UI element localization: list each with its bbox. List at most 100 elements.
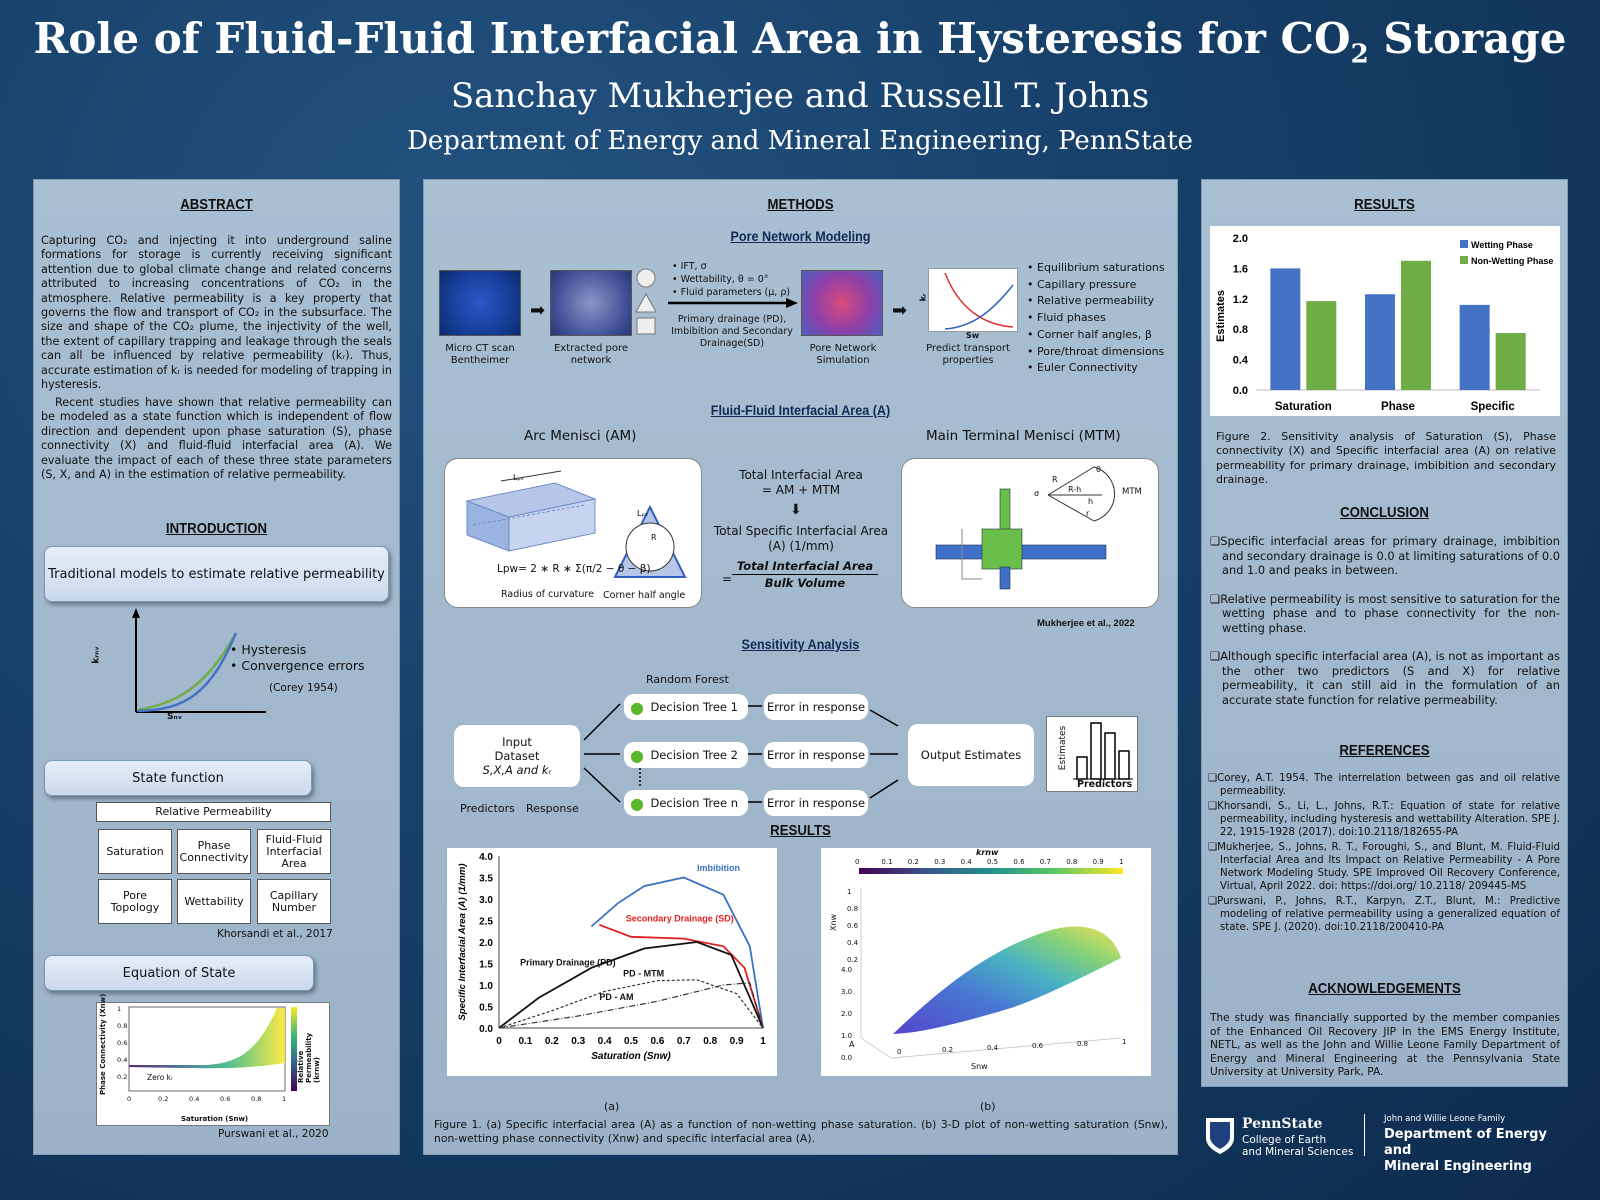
error-box-1: Error in response bbox=[764, 694, 868, 720]
y-tick-label: 1.6 bbox=[1233, 263, 1248, 275]
tick-label: 0.7 bbox=[1039, 858, 1051, 866]
y-tick: 3.5 bbox=[479, 874, 493, 885]
tick-label: 2.0 bbox=[841, 1010, 853, 1018]
grid-saturation: Saturation bbox=[98, 829, 172, 874]
pnm-heading: Pore Network Modeling bbox=[730, 228, 871, 244]
y-tick: 4.0 bbox=[479, 852, 493, 863]
fig2-caption: Figure 2. Sensitivity analysis of Satura… bbox=[1216, 430, 1556, 487]
fig2-bar-chart: 2.0 1.6 1.2 0.8 0.4 0.0 Estimates Saturation Pha… bbox=[1210, 226, 1560, 428]
tick-label: 0.2 bbox=[942, 1046, 954, 1054]
tick-label: 0.2 bbox=[847, 956, 859, 964]
estimates-chart-icon: Estimates Predictors bbox=[1046, 716, 1138, 792]
reference-item: ❑Mukherjee, S., Johns, R. T., Foroughi, … bbox=[1208, 842, 1560, 892]
bar bbox=[1495, 333, 1526, 390]
results-panel: RESULTS 2.0 1.6 1.2 0.8 0.4 0.0 Estimates Satur… bbox=[1201, 179, 1568, 1087]
rf-arrows bbox=[583, 703, 899, 803]
y-tick: 1.5 bbox=[479, 960, 493, 971]
fig1b-chart: krnw Xnw A Snw 0 0.1 0.2 0.3 0.4 0.5 0.6 0.7 0.8… bbox=[821, 848, 1151, 1076]
relative-permeability-label: Relative Permeability bbox=[96, 802, 331, 822]
tree-icon: ● bbox=[630, 697, 644, 717]
conclusion-list: ❑Specific interfacial areas for primary … bbox=[1210, 534, 1560, 721]
decision-tree-1: ● Decision Tree 1 bbox=[624, 694, 748, 720]
poster-title: Role of Fluid-Fluid Interfacial Area in … bbox=[33, 14, 1567, 70]
series-line bbox=[590, 876, 764, 1029]
am-diagram: Lₚᵥ Lₚᵥ R Lpw= 2 ∗ R ∗ Σ(π/2 − θ − β) Ra… bbox=[444, 458, 702, 608]
pore-network-image bbox=[550, 270, 632, 336]
abstract-heading: ABSTRACT bbox=[180, 196, 253, 213]
tick-label: 0.4 bbox=[117, 1056, 128, 1064]
decision-tree-2: ● Decision Tree 2 bbox=[624, 742, 748, 768]
eos-note: Zero kᵣ bbox=[147, 1073, 173, 1082]
fig1-caption: Figure 1. (a) Specific interfacial area … bbox=[434, 1118, 1168, 1146]
eos-z-label: Relative Permeability (krnw) bbox=[297, 1032, 321, 1083]
tree-icon: ● bbox=[630, 745, 644, 765]
bar bbox=[1306, 301, 1337, 390]
y-tick-label: 0.4 bbox=[1233, 355, 1249, 367]
specific-area-text: Total Specific Interfacial Area (A) (1/mm… bbox=[713, 524, 889, 553]
x-tick: 0.5 bbox=[624, 1036, 638, 1047]
tick-label: 0.0 bbox=[841, 1054, 853, 1062]
bar bbox=[1401, 260, 1431, 390]
footer-logo: PennState College of Earth and Mineral Sc… bbox=[1204, 1114, 1574, 1174]
grid-capillary-number: Capillary Number bbox=[257, 879, 331, 924]
ffia-heading: Fluid-Fluid Interfacial Area (A) bbox=[710, 402, 891, 418]
input-dataset-box: Input Dataset S,X,A and kᵣ bbox=[454, 725, 580, 787]
reference-item: ❑Khorsandi, S., Li, L., Johns, R.T.: Equ… bbox=[1208, 801, 1560, 838]
x-tick: 1 bbox=[760, 1036, 766, 1047]
pore-shapes-icon bbox=[635, 268, 657, 335]
series-label: Secondary Drainage (SD) bbox=[626, 913, 734, 923]
intro-bullets: Hysteresis Convergence errors bbox=[230, 642, 365, 674]
series-label: Primary Drainage (PD) bbox=[520, 958, 616, 968]
tick-label: 0.6 bbox=[1013, 858, 1025, 866]
simulation-params: IFT, σ Wettability, θ = 0° Fluid paramet… bbox=[672, 260, 790, 299]
tick-label: 1 bbox=[1119, 858, 1124, 866]
process-arrow bbox=[668, 298, 798, 308]
mtm-title: Main Terminal Menisci (MTM) bbox=[926, 428, 1121, 444]
y-tick: 2.5 bbox=[479, 917, 493, 928]
tick-label: 0.4 bbox=[189, 1095, 200, 1103]
sw-label: Sw bbox=[966, 331, 980, 340]
y-tick: 3.0 bbox=[479, 895, 493, 906]
subfig-b: (b) bbox=[980, 1100, 996, 1113]
tick-label: 0.9 bbox=[1092, 858, 1104, 866]
category-label: Saturation bbox=[1275, 401, 1332, 413]
bullet-hysteresis: Hysteresis bbox=[230, 642, 365, 658]
tick-label: 1.0 bbox=[841, 1032, 853, 1040]
y-axis-label: Estimates bbox=[1215, 290, 1227, 342]
conclusion-item: ❑Relative permeability is most sensitive… bbox=[1210, 591, 1560, 635]
tick-label: 0.4 bbox=[847, 939, 859, 947]
error-box-n: Error in response bbox=[764, 790, 868, 816]
pore-network-caption: Extracted pore network bbox=[553, 343, 628, 366]
references-heading: REFERENCES bbox=[1339, 742, 1430, 759]
tree-icon: ● bbox=[630, 793, 644, 813]
error-box-2: Error in response bbox=[764, 742, 868, 768]
tick-label: 0.6 bbox=[847, 922, 859, 930]
am-title: Arc Menisci (AM) bbox=[524, 428, 637, 444]
corey-plot bbox=[132, 608, 266, 713]
angle-label: Corner half angle bbox=[603, 590, 686, 601]
response-label: Response bbox=[526, 802, 579, 815]
references-list: ❑Corey, A.T. 1954. The interrelation bet… bbox=[1208, 772, 1560, 936]
logo-pennstate: PennState bbox=[1242, 1116, 1323, 1132]
poster-header: Role of Fluid-Fluid Interfacial Area in … bbox=[0, 0, 1600, 170]
ack-heading: ACKNOWLEDGEMENTS bbox=[1308, 980, 1461, 997]
category-label: Specific bbox=[1471, 401, 1516, 413]
x-axis-label: Saturation (Snw) bbox=[591, 1051, 671, 1062]
tick-label: 0.3 bbox=[934, 858, 946, 866]
series-label: PD - AM bbox=[599, 992, 633, 1002]
tick-label: 0.6 bbox=[117, 1039, 128, 1047]
abstract-p2: Recent studies have shown that relative … bbox=[41, 396, 392, 482]
kr-label: kᵣ bbox=[918, 293, 928, 302]
y-tick-label: 0.8 bbox=[1233, 324, 1248, 336]
tick-label: 0.6 bbox=[220, 1095, 231, 1103]
conclusion-heading: CONCLUSION bbox=[1340, 504, 1429, 521]
tick-label: 0.2 bbox=[907, 858, 919, 866]
tick-label: 0.8 bbox=[251, 1095, 262, 1103]
radius-label: Radius of curvature bbox=[501, 589, 594, 600]
tick-label: 3.0 bbox=[841, 988, 853, 996]
x-tick: 0.2 bbox=[545, 1036, 559, 1047]
series-label: Imbibition bbox=[697, 863, 740, 873]
conclusion-item: ❑Specific interfacial areas for primary … bbox=[1210, 534, 1560, 577]
tick-label: 0.8 bbox=[1066, 858, 1078, 866]
legend-swatch bbox=[1460, 256, 1468, 264]
